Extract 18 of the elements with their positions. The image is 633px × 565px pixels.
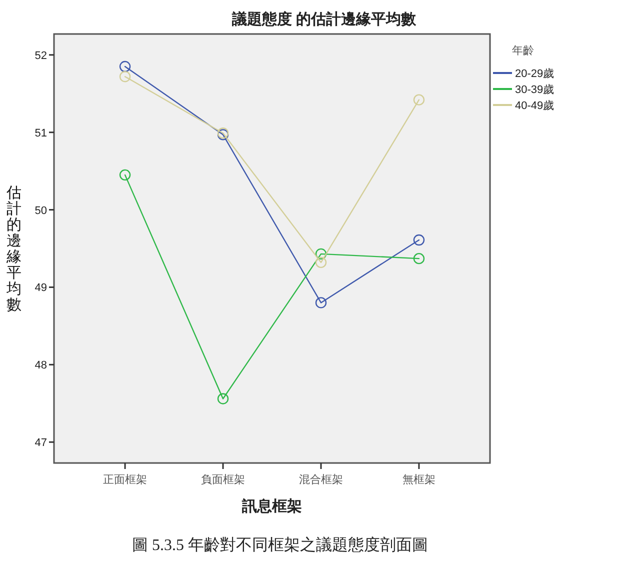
x-tick-label: 正面框架 bbox=[103, 474, 148, 486]
caption: 圖 5.3.5 年齡對不同框架之議題態度剖面圖 bbox=[132, 537, 428, 554]
legend-label-series: 20-29歲 bbox=[515, 68, 554, 80]
x-tick-label: 負面框架 bbox=[201, 474, 245, 486]
y-axis-title: 估計的邊緣平均數 bbox=[6, 184, 22, 314]
y-tick-label: 48 bbox=[34, 360, 47, 372]
legend-label-series: 30-39歲 bbox=[515, 84, 554, 96]
y-tick-label: 51 bbox=[34, 127, 47, 140]
y-tick-label: 50 bbox=[34, 204, 47, 217]
legend-label-series: 40-49歲 bbox=[515, 100, 554, 112]
legend-title: 年齡 bbox=[512, 45, 534, 57]
y-tick-label: 52 bbox=[34, 50, 47, 62]
title: 議題態度 的估計邊緣平均數 bbox=[232, 11, 416, 28]
x-axis-title: 訊息框架 bbox=[242, 498, 302, 515]
x-tick-label: 混合框架 bbox=[299, 474, 343, 486]
y-tick-label: 49 bbox=[34, 282, 47, 294]
x-tick-label: 無框架 bbox=[402, 474, 436, 486]
y-tick-label: 47 bbox=[34, 437, 47, 450]
